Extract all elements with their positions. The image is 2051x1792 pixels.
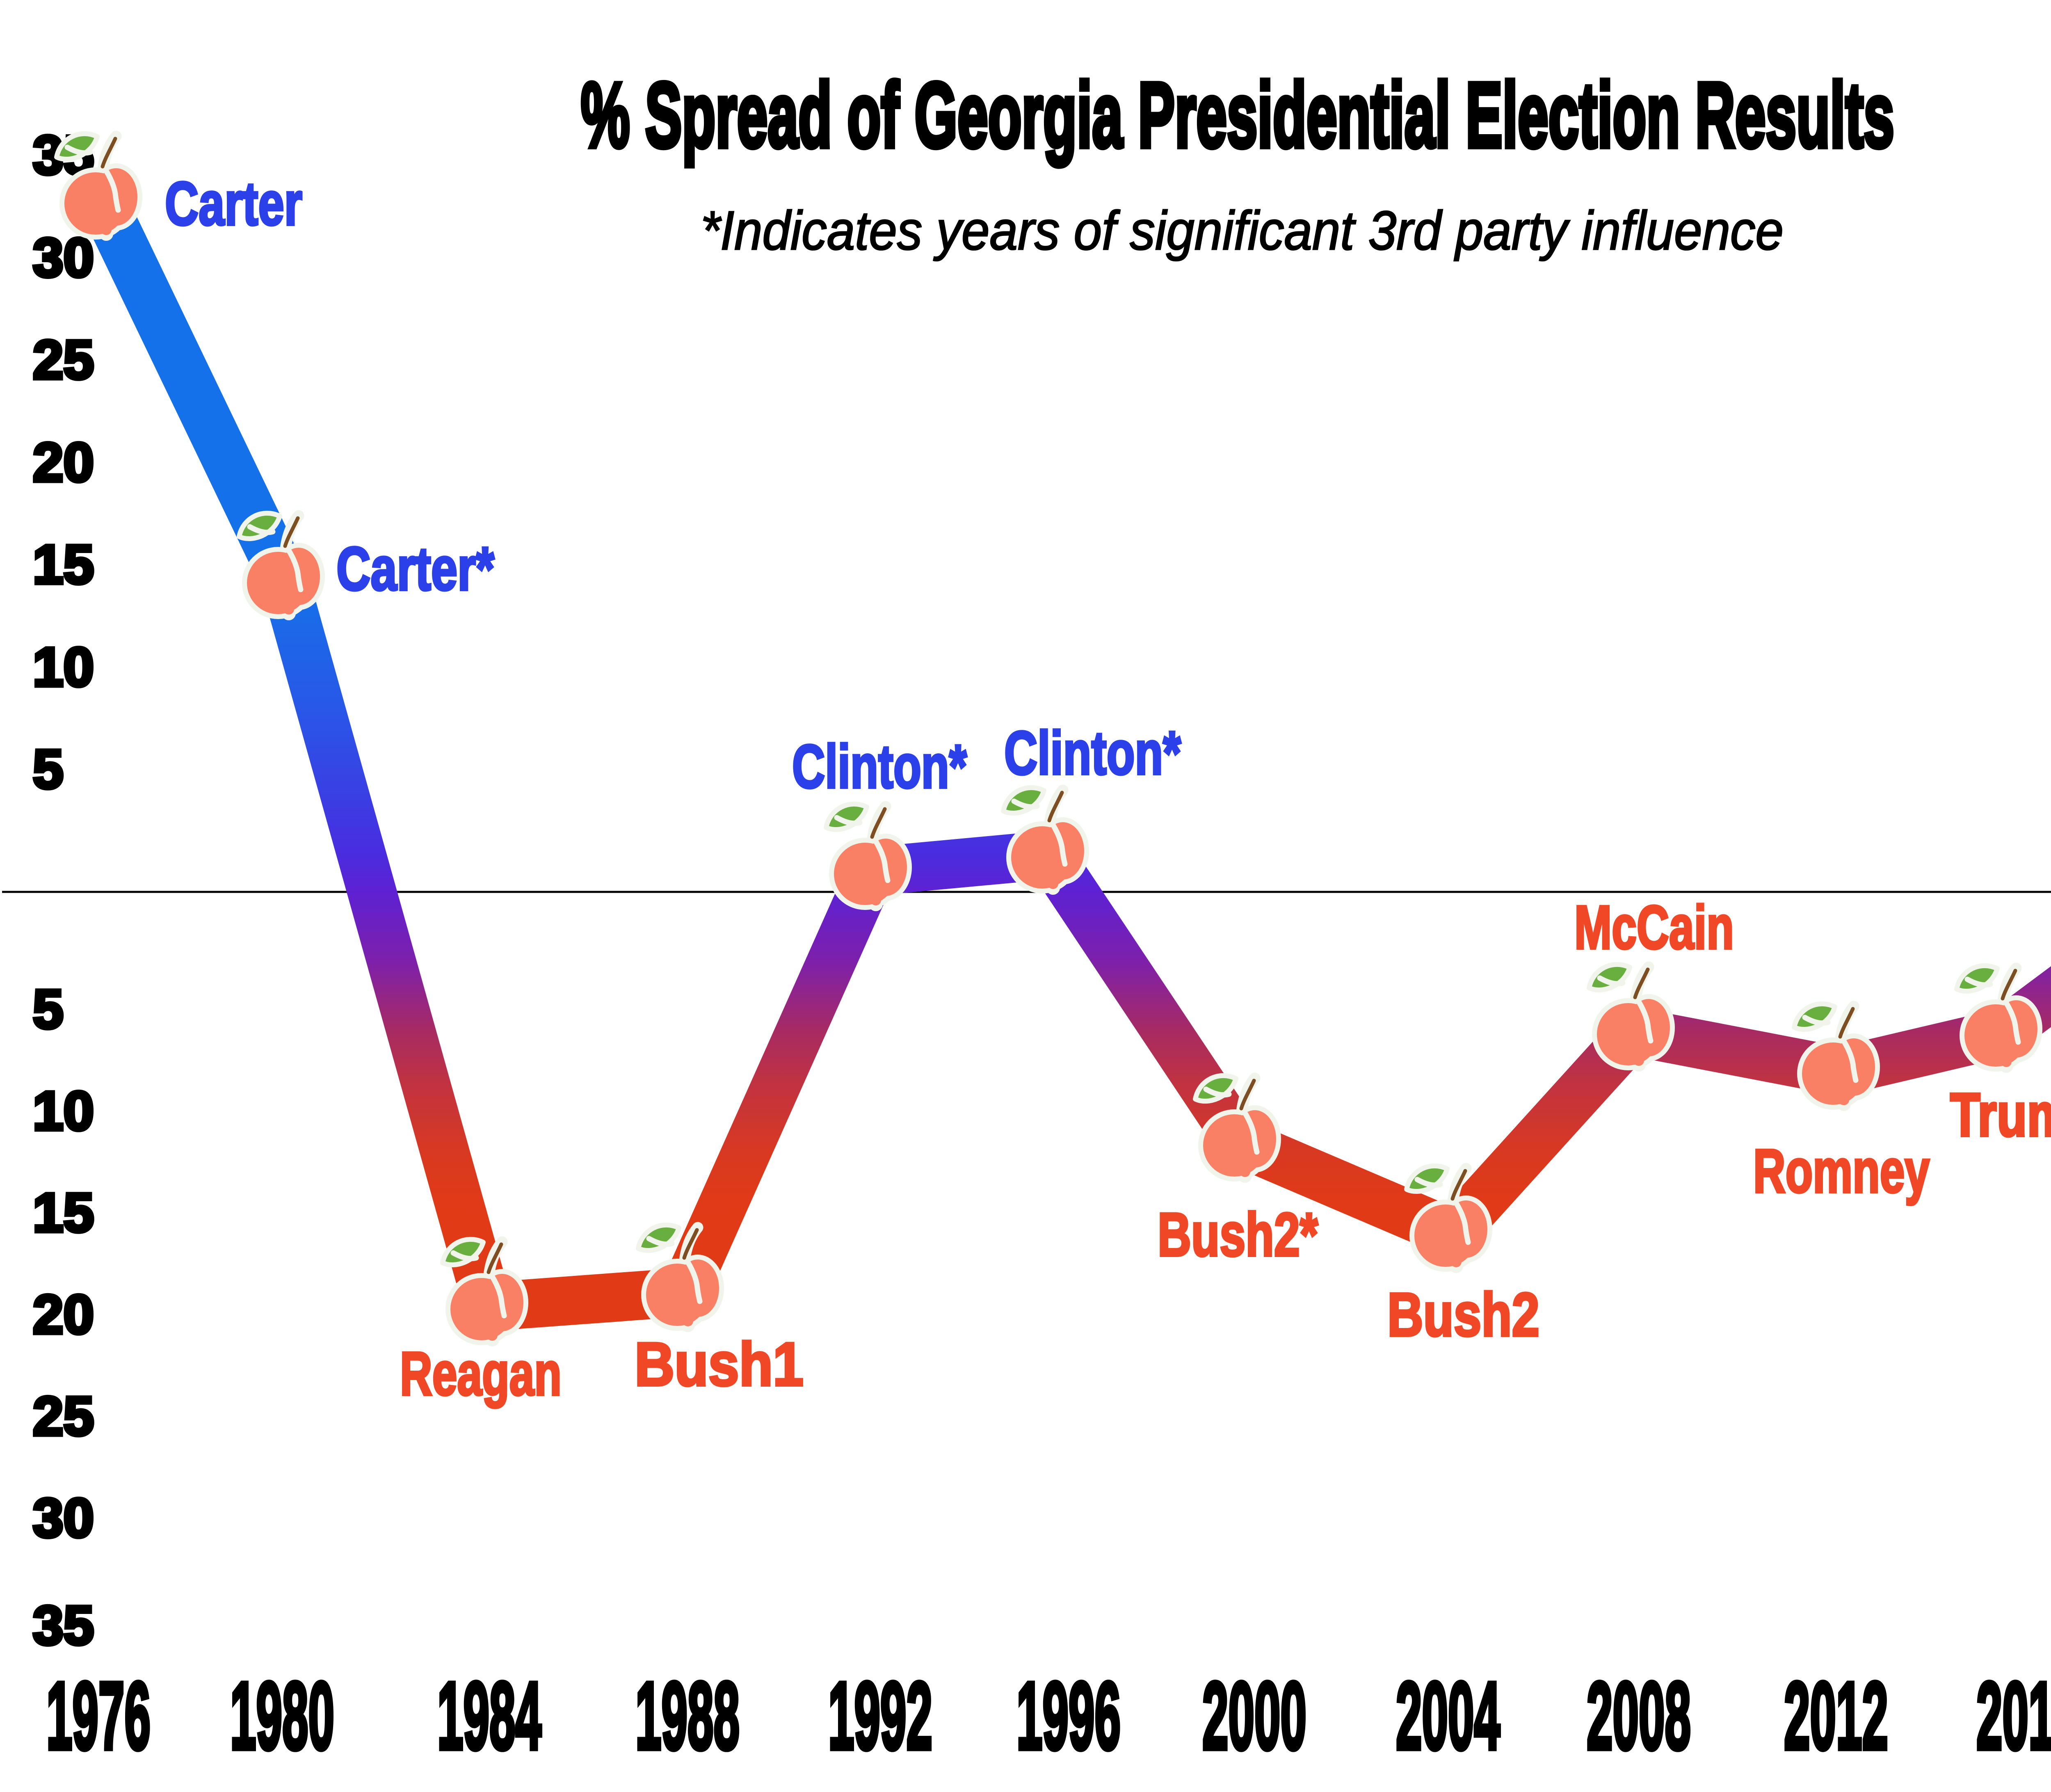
svg-text:1988: 1988 [635,1662,740,1769]
svg-text:Bush2*: Bush2* [1158,1200,1318,1269]
svg-text:1992: 1992 [828,1662,932,1769]
svg-text:1996: 1996 [1016,1662,1121,1769]
svg-text:1980: 1980 [230,1662,334,1769]
svg-text:15: 15 [33,534,94,595]
svg-text:2016: 2016 [1976,1662,2051,1769]
svg-text:Romney: Romney [1753,1136,1930,1205]
svg-text:% Spread of Georgia Presidenti: % Spread of Georgia Presidential Electio… [581,63,1894,167]
svg-text:30: 30 [33,1488,94,1549]
svg-text:15: 15 [33,1182,94,1243]
svg-text:1984: 1984 [437,1662,541,1769]
svg-text:2008: 2008 [1587,1662,1691,1769]
svg-text:Trump*: Trump* [1950,1080,2051,1149]
svg-text:10: 10 [33,1081,94,1142]
svg-text:2000: 2000 [1202,1662,1306,1769]
svg-text:5: 5 [33,739,64,800]
svg-text:Reagan: Reagan [400,1339,562,1408]
svg-text:25: 25 [33,329,94,391]
svg-text:McCain: McCain [1574,893,1734,962]
svg-text:Clinton*: Clinton* [1004,718,1181,787]
svg-text:5: 5 [33,979,64,1040]
svg-text:2004: 2004 [1396,1662,1500,1769]
svg-text:25: 25 [33,1386,94,1447]
svg-text:2012: 2012 [1784,1662,1888,1769]
svg-text:20: 20 [33,1284,94,1345]
svg-text:10: 10 [33,637,94,698]
svg-text:*Indicates years of significan: *Indicates years of significant 3rd part… [701,200,1784,261]
svg-text:Carter*: Carter* [336,534,494,603]
svg-text:Clinton*: Clinton* [792,732,967,801]
svg-text:Bush2: Bush2 [1387,1280,1539,1349]
svg-text:Carter: Carter [165,169,302,238]
svg-text:35: 35 [33,1595,94,1656]
svg-text:1976: 1976 [46,1662,151,1769]
svg-text:20: 20 [33,432,94,493]
svg-text:Bush1: Bush1 [635,1330,804,1399]
